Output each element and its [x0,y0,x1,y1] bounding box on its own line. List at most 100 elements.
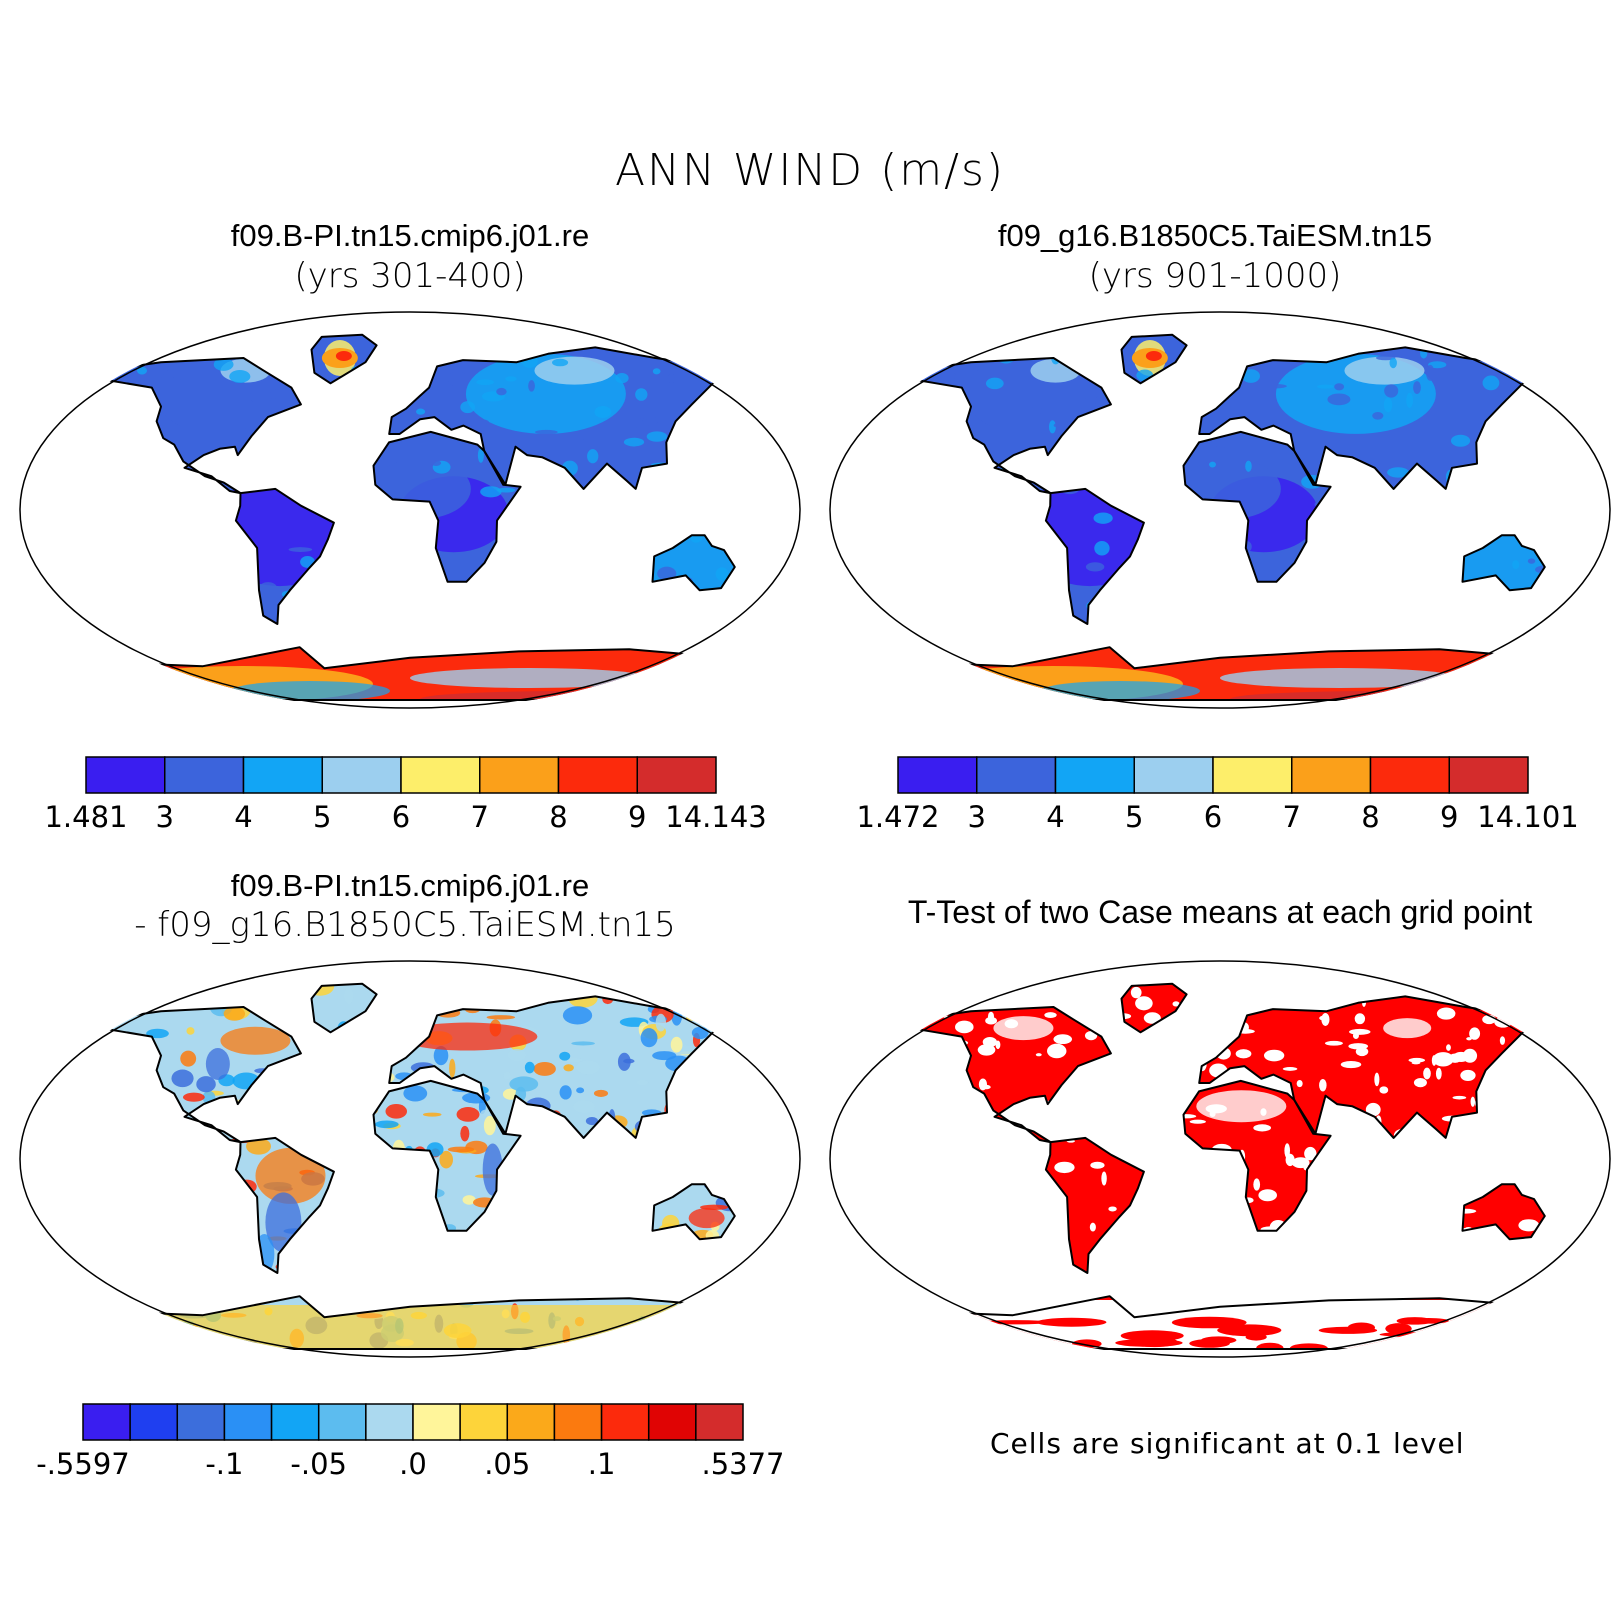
coastline-australia [1461,1183,1546,1241]
panel4-title: T-Test of two Case means at each grid po… [907,894,1533,930]
coastline-eurasia [1198,995,1550,1139]
colorbar-swatch [1133,756,1214,794]
map-frame [829,960,1611,1358]
colorbar-label: 8 [549,800,567,834]
colorbar-swatch [242,756,323,794]
colorbar-label: 14.143 [665,800,766,834]
colorbar-label: -.5597 [36,1447,130,1481]
colorbar-swatch [557,756,638,794]
colorbar-label: 6 [1204,800,1222,834]
colorbar-swatch [636,756,717,794]
colorbar-swatch [85,756,166,794]
map-frame [19,311,801,709]
coastline-south-america [1044,1136,1145,1274]
land-fill [94,983,739,1349]
map-panel-4 [829,960,1611,1358]
colorbar-swatch [129,1403,179,1441]
map-panel-1 [19,311,801,709]
colorbar-label: 14.101 [1477,800,1578,834]
map-panel-2 [829,311,1611,709]
coastline-greenland [310,982,378,1034]
coastline-north-america [910,1006,1112,1144]
colorbar-swatch [270,1403,320,1441]
coastline-africa [372,1079,522,1232]
colorbar-panel-1: 1.481 3 4 5 6 7 8 9 14.143 [44,756,767,834]
coastline-eurasia [1198,346,1550,490]
colorbar-swatch [1369,756,1450,794]
coastline-antarctica [903,646,1542,701]
colorbar-label: 8 [1361,800,1379,834]
colorbar-label: 5 [313,800,331,834]
colorbar-swatch [1212,756,1293,794]
colorbar-swatch [479,756,560,794]
land-fill [94,334,739,700]
land-fill [904,334,1549,700]
coastline-greenland [310,333,378,385]
colorbar-label: 3 [968,800,986,834]
coastline-africa [1182,430,1332,583]
colorbar-swatch [600,1403,650,1441]
colorbar-swatch [317,1403,367,1441]
colorbar-swatch [412,1403,461,1441]
colorbar-swatch [365,1403,414,1441]
colorbar-label: -.05 [290,1447,347,1481]
coastline-south-america [234,487,335,625]
map-panel-3 [19,960,801,1358]
colorbar-label: 1.472 [856,800,939,834]
colorbar-swatch [553,1403,603,1441]
colorbar-panel-3: -.5597 -.1 -.05 .0 .05 .1 .5377 [36,1403,785,1481]
colorbar-label: .5377 [701,1447,784,1481]
colorbar-swatch [223,1403,273,1441]
coastline-antarctica [93,1295,732,1350]
coastline-africa [372,430,522,583]
colorbar-label: 7 [471,800,489,834]
coastline-eurasia [388,346,740,490]
coastline-australia [651,1183,736,1241]
colorbar-label: .05 [484,1447,530,1481]
colorbar-swatch [647,1403,697,1441]
colorbar-swatch [459,1403,509,1441]
colorbar-label: 4 [234,800,252,834]
coastline-antarctica [93,646,732,701]
figure-title: ANN WIND (m/s) [614,145,1006,196]
colorbar-label: 6 [392,800,410,834]
colorbar-swatch [976,756,1057,794]
colorbar-label: 9 [628,800,646,834]
colorbar-swatch [695,1403,744,1441]
colorbar-panel-2: 1.472 3 4 5 6 7 8 9 14.101 [856,756,1579,834]
colorbar-label: .0 [399,1447,427,1481]
colorbar-swatch [400,756,481,794]
coastline-north-america [100,357,302,495]
colorbar-label: .1 [588,1447,616,1481]
significance-note: Cells are significant at 0.1 level [990,1427,1465,1460]
coastline-australia [1461,534,1546,592]
panel2-subtitle: (yrs 901-1000) [1088,256,1342,296]
significant-fill [904,983,1549,1349]
colorbar-swatch [176,1403,226,1441]
colorbar-swatch [506,1403,556,1441]
coastline-greenland [1120,982,1188,1034]
colorbar-label: 7 [1283,800,1301,834]
colorbar-label: 1.481 [44,800,127,834]
panel2-title: f09_g16.B1850C5.TaiESM.tn15 [997,218,1433,253]
colorbar-label: 3 [156,800,174,834]
panel3-title: f09.B-PI.tn15.cmip6.j01.re [230,868,590,903]
colorbar-swatch [82,1403,131,1441]
colorbar-label: 9 [1440,800,1458,834]
colorbar-label: -.1 [205,1447,243,1481]
coastline-eurasia [388,995,740,1139]
map-frame [19,960,801,1358]
colorbar-swatch [1054,756,1135,794]
coastline-south-america [1044,487,1145,625]
panel1-subtitle: (yrs 301-400) [294,256,526,296]
coastline-africa [1182,1079,1332,1232]
colorbar-label: 4 [1046,800,1064,834]
colorbar-swatch [1291,756,1372,794]
colorbar-label: 5 [1125,800,1143,834]
coastline-antarctica [903,1295,1542,1350]
coastline-australia [651,534,736,592]
colorbar-swatch [164,756,245,794]
coastline-greenland [1120,333,1188,385]
panel1-title: f09.B-PI.tn15.cmip6.j01.re [230,218,590,253]
panel3-subtitle: - f09_g16.B1850C5.TaiESM.tn15 [134,905,676,945]
